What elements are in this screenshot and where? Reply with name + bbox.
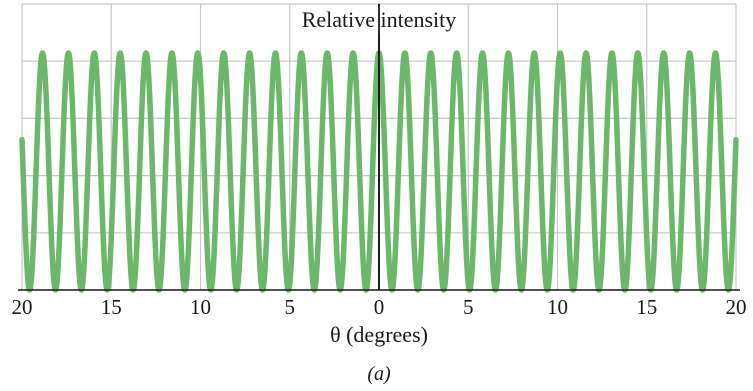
panel-label: (a) xyxy=(367,363,391,385)
x-axis-label: θ (degrees) xyxy=(330,322,428,347)
x-tick-label-6: 10 xyxy=(547,295,568,319)
x-tick-label-5: 5 xyxy=(463,295,474,319)
x-tick-label-3: 5 xyxy=(285,295,296,319)
x-tick-label-1: 15 xyxy=(101,295,122,319)
x-tick-label-8: 20 xyxy=(726,295,747,319)
x-tick-label-2: 10 xyxy=(190,295,211,319)
chart-title: Relative intensity xyxy=(302,7,457,32)
x-tick-label-4: 0 xyxy=(374,295,385,319)
x-tick-label-7: 15 xyxy=(636,295,657,319)
x-tick-label-0: 20 xyxy=(12,295,33,319)
x-tick-labels: 20 15 10 5 0 5 10 15 20 xyxy=(12,295,747,319)
